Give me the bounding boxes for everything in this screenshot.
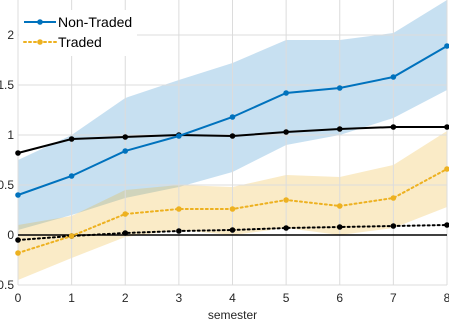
x-tick-label: 8 bbox=[444, 291, 449, 305]
data-point-series-2 bbox=[336, 126, 343, 132]
data-point-series-0 bbox=[229, 114, 236, 120]
data-point-series-3 bbox=[15, 237, 21, 243]
data-point-series-1 bbox=[390, 195, 397, 201]
x-axis-label: semester bbox=[208, 308, 257, 322]
y-tick-label: 1.5 bbox=[0, 78, 14, 92]
data-point-series-1 bbox=[122, 211, 129, 217]
data-point-series-2 bbox=[15, 150, 21, 156]
legend-marker bbox=[37, 19, 43, 25]
data-point-series-2 bbox=[444, 124, 449, 130]
y-tick-label: 0.5 bbox=[0, 178, 14, 192]
x-tick-label: 0 bbox=[15, 291, 22, 305]
data-point-series-0 bbox=[444, 43, 449, 49]
data-point-series-1 bbox=[336, 203, 343, 209]
data-point-series-2 bbox=[390, 124, 397, 130]
y-tick-label: 0 bbox=[7, 228, 14, 242]
x-tick-label: 1 bbox=[68, 291, 75, 305]
legend-label: Traded bbox=[58, 34, 102, 50]
legend-box bbox=[19, 10, 137, 56]
data-point-series-3 bbox=[229, 227, 236, 233]
x-tick-labels: 0 1 2 3 4 5 6 7 8 bbox=[15, 291, 449, 305]
data-point-series-0 bbox=[122, 148, 129, 154]
y-tick-label: 2 bbox=[7, 28, 14, 42]
data-point-series-0 bbox=[68, 173, 75, 179]
data-point-series-0 bbox=[15, 192, 21, 198]
data-point-series-0 bbox=[336, 85, 343, 91]
y-tick-label: 1 bbox=[7, 128, 14, 142]
data-point-series-0 bbox=[390, 74, 397, 80]
x-tick-label: 2 bbox=[122, 291, 129, 305]
data-point-series-3 bbox=[176, 228, 182, 234]
data-point-series-1 bbox=[444, 166, 449, 172]
data-point-series-3 bbox=[283, 225, 289, 231]
x-tick-label: 4 bbox=[229, 291, 236, 305]
data-point-series-3 bbox=[390, 223, 397, 229]
x-tick-label: 6 bbox=[336, 291, 343, 305]
legend-label: Non-Traded bbox=[58, 14, 132, 30]
data-point-series-1 bbox=[229, 206, 236, 212]
data-point-series-0 bbox=[176, 133, 182, 139]
data-point-series-2 bbox=[122, 134, 129, 140]
data-point-series-1 bbox=[176, 206, 182, 212]
data-point-series-0 bbox=[283, 90, 289, 96]
data-point-series-2 bbox=[229, 133, 236, 139]
data-point-series-1 bbox=[283, 197, 289, 203]
data-point-series-2 bbox=[283, 129, 289, 135]
data-point-series-3 bbox=[444, 222, 449, 228]
y-tick-labels: -0.5 0 0.5 1 1.5 2 bbox=[0, 28, 14, 292]
x-tick-label: 3 bbox=[176, 291, 183, 305]
x-tick-label: 7 bbox=[390, 291, 397, 305]
data-point-series-2 bbox=[68, 136, 75, 142]
legend-marker bbox=[37, 39, 43, 45]
y-tick-label: -0.5 bbox=[0, 278, 14, 292]
x-tick-label: 5 bbox=[283, 291, 290, 305]
data-point-series-3 bbox=[336, 224, 343, 230]
series-lines bbox=[15, 43, 449, 256]
data-point-series-3 bbox=[122, 230, 129, 236]
legend: Non-Traded Traded bbox=[19, 10, 137, 56]
data-point-series-1 bbox=[68, 233, 75, 239]
data-point-series-1 bbox=[15, 250, 21, 256]
